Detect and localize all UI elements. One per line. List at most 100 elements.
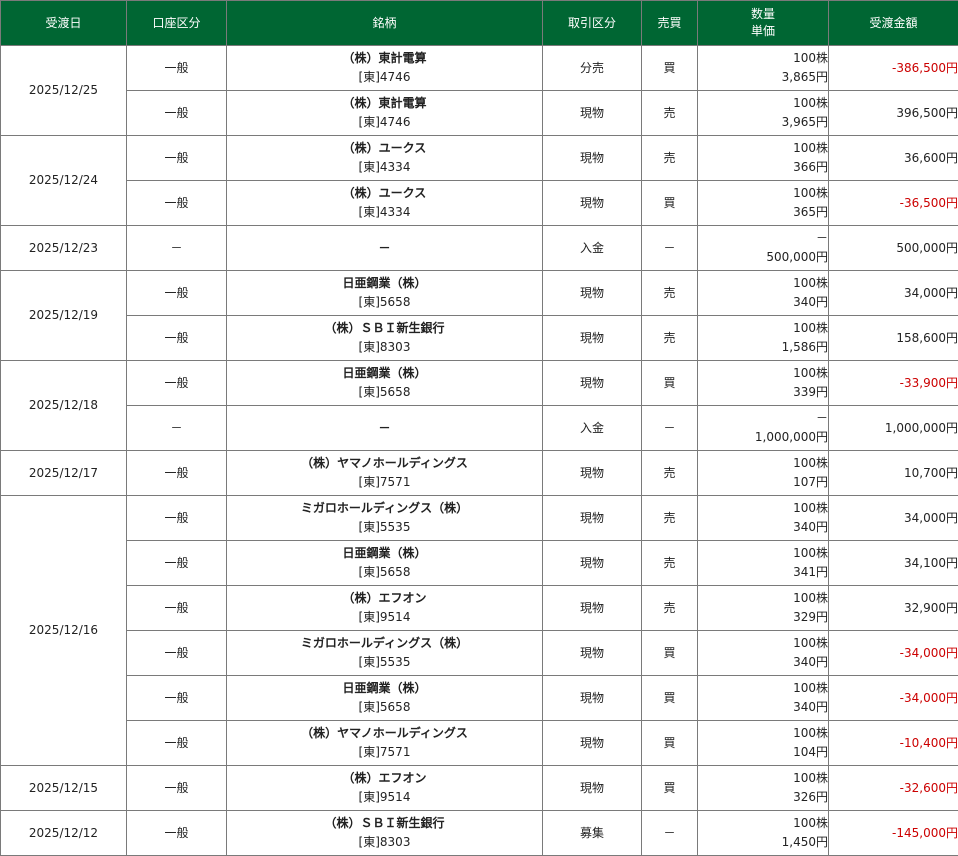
stock-name: （株）ＳＢＩ新生銀行 xyxy=(227,814,542,833)
account-type: 一般 xyxy=(127,361,227,406)
settlement-amount: 10,700円 xyxy=(829,451,958,496)
account-type: 一般 xyxy=(127,631,227,676)
stock-name: （株）ヤマノホールディングス xyxy=(227,454,542,473)
stock-cell: （株）ユークス[東]4334 xyxy=(227,181,543,226)
quantity: 100株 xyxy=(698,139,828,158)
settlement-amount: -386,500円 xyxy=(829,46,958,91)
account-type: 一般 xyxy=(127,181,227,226)
trade-type: 現物 xyxy=(543,271,642,316)
stock-cell: － xyxy=(227,226,543,271)
stock-name: （株）ヤマノホールディングス xyxy=(227,724,542,743)
trade-type: 募集 xyxy=(543,811,642,856)
header-amount: 受渡金額 xyxy=(829,1,958,46)
trade-side: 買 xyxy=(642,361,698,406)
quantity: 100株 xyxy=(698,184,828,203)
trade-side: 売 xyxy=(642,271,698,316)
trade-side: 買 xyxy=(642,721,698,766)
unit-price: 3,965円 xyxy=(698,113,828,132)
header-qty-price: 数量 単価 xyxy=(698,1,829,46)
account-type: 一般 xyxy=(127,91,227,136)
qty-price-cell: －1,000,000円 xyxy=(698,406,829,451)
quantity: 100株 xyxy=(698,499,828,518)
settlement-date: 2025/12/23 xyxy=(1,226,127,271)
stock-cell: － xyxy=(227,406,543,451)
stock-name: （株）エフオン xyxy=(227,589,542,608)
settlement-amount: -34,000円 xyxy=(829,631,958,676)
stock-code: [東]5658 xyxy=(227,698,542,717)
settlement-amount: 158,600円 xyxy=(829,316,958,361)
trade-type: 現物 xyxy=(543,721,642,766)
unit-price: 107円 xyxy=(698,473,828,492)
stock-name: 日亜鋼業（株） xyxy=(227,274,542,293)
settlement-amount: 32,900円 xyxy=(829,586,958,631)
stock-name: （株）ユークス xyxy=(227,139,542,158)
trade-side: 買 xyxy=(642,181,698,226)
unit-price: 366円 xyxy=(698,158,828,177)
trade-side: 売 xyxy=(642,316,698,361)
quantity: 100株 xyxy=(698,634,828,653)
settlement-date: 2025/12/17 xyxy=(1,451,127,496)
stock-name: 日亜鋼業（株） xyxy=(227,679,542,698)
stock-name: （株）ユークス xyxy=(227,184,542,203)
settlement-amount: 36,600円 xyxy=(829,136,958,181)
stock-cell: ミガロホールディングス（株）[東]5535 xyxy=(227,496,543,541)
trade-type: 現物 xyxy=(543,91,642,136)
trade-side: 売 xyxy=(642,451,698,496)
stock-code: [東]9514 xyxy=(227,788,542,807)
settlement-date: 2025/12/19 xyxy=(1,271,127,361)
stock-cell: （株）ＳＢＩ新生銀行[東]8303 xyxy=(227,316,543,361)
unit-price: 1,450円 xyxy=(698,833,828,852)
settlement-amount: 396,500円 xyxy=(829,91,958,136)
settlement-amount: 34,000円 xyxy=(829,271,958,316)
quantity: 100株 xyxy=(698,49,828,68)
unit-price: 1,000,000円 xyxy=(698,428,828,447)
table-header-row: 受渡日 口座区分 銘柄 取引区分 売買 数量 単価 受渡金額 xyxy=(1,1,958,46)
account-type: 一般 xyxy=(127,721,227,766)
trade-side: － xyxy=(642,226,698,271)
stock-cell: （株）エフオン[東]9514 xyxy=(227,766,543,811)
account-type: 一般 xyxy=(127,676,227,721)
trade-type: 現物 xyxy=(543,541,642,586)
quantity: 100株 xyxy=(698,364,828,383)
settlement-amount: 500,000円 xyxy=(829,226,958,271)
trade-side: － xyxy=(642,406,698,451)
trade-type: 現物 xyxy=(543,136,642,181)
stock-name: － xyxy=(227,239,542,258)
account-type: 一般 xyxy=(127,766,227,811)
quantity: 100株 xyxy=(698,94,828,113)
unit-price: 104円 xyxy=(698,743,828,762)
trade-side: 売 xyxy=(642,541,698,586)
account-type: 一般 xyxy=(127,496,227,541)
account-type: 一般 xyxy=(127,136,227,181)
trade-type: 現物 xyxy=(543,496,642,541)
stock-cell: （株）ヤマノホールディングス[東]7571 xyxy=(227,451,543,496)
stock-name: 日亜鋼業（株） xyxy=(227,364,542,383)
stock-name: （株）ＳＢＩ新生銀行 xyxy=(227,319,542,338)
account-type: － xyxy=(127,226,227,271)
trade-type: 分売 xyxy=(543,46,642,91)
account-type: 一般 xyxy=(127,586,227,631)
quantity: 100株 xyxy=(698,454,828,473)
unit-price: 340円 xyxy=(698,293,828,312)
stock-name: 日亜鋼業（株） xyxy=(227,544,542,563)
stock-code: [東]5535 xyxy=(227,653,542,672)
settlement-amount: -145,000円 xyxy=(829,811,958,856)
trade-side: 買 xyxy=(642,631,698,676)
trade-type: 現物 xyxy=(543,181,642,226)
settlement-amount: -34,000円 xyxy=(829,676,958,721)
trade-type: 現物 xyxy=(543,316,642,361)
stock-code: [東]5658 xyxy=(227,563,542,582)
